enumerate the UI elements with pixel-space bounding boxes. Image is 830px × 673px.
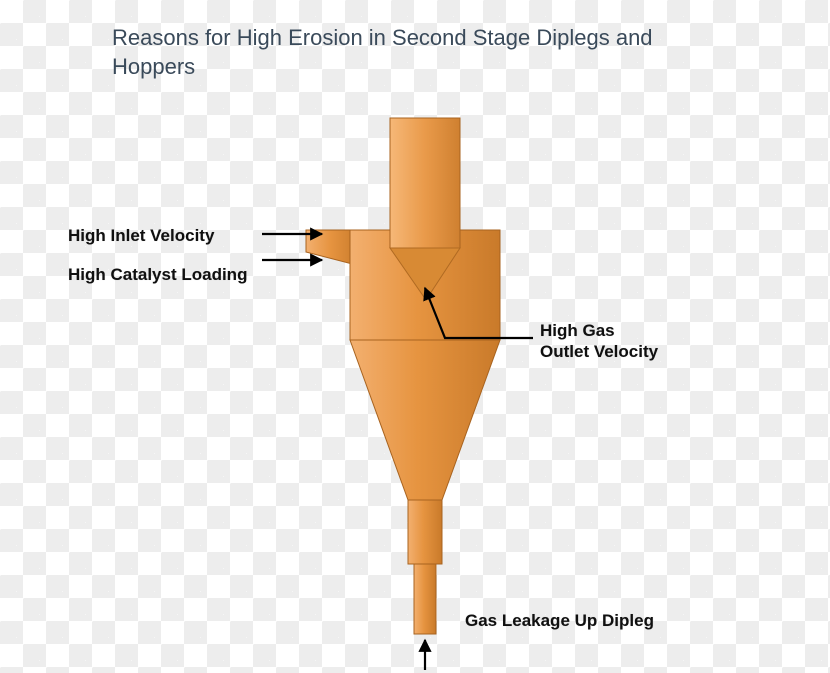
diagram-stage: Reasons for High Erosion in Second Stage… <box>0 0 830 673</box>
label-gas-outlet: High Gas Outlet Velocity <box>540 320 658 363</box>
cyclone-gas-outlet <box>390 118 460 248</box>
label-catalyst-loading: High Catalyst Loading <box>68 264 247 285</box>
label-inlet-velocity: High Inlet Velocity <box>68 225 214 246</box>
cyclone-diagram <box>0 0 830 673</box>
label-gas-leakage: Gas Leakage Up Dipleg <box>465 610 654 631</box>
cyclone-cone <box>350 340 500 500</box>
cyclone-dipleg-lower <box>414 564 436 634</box>
cyclone-dipleg-upper <box>408 500 442 564</box>
